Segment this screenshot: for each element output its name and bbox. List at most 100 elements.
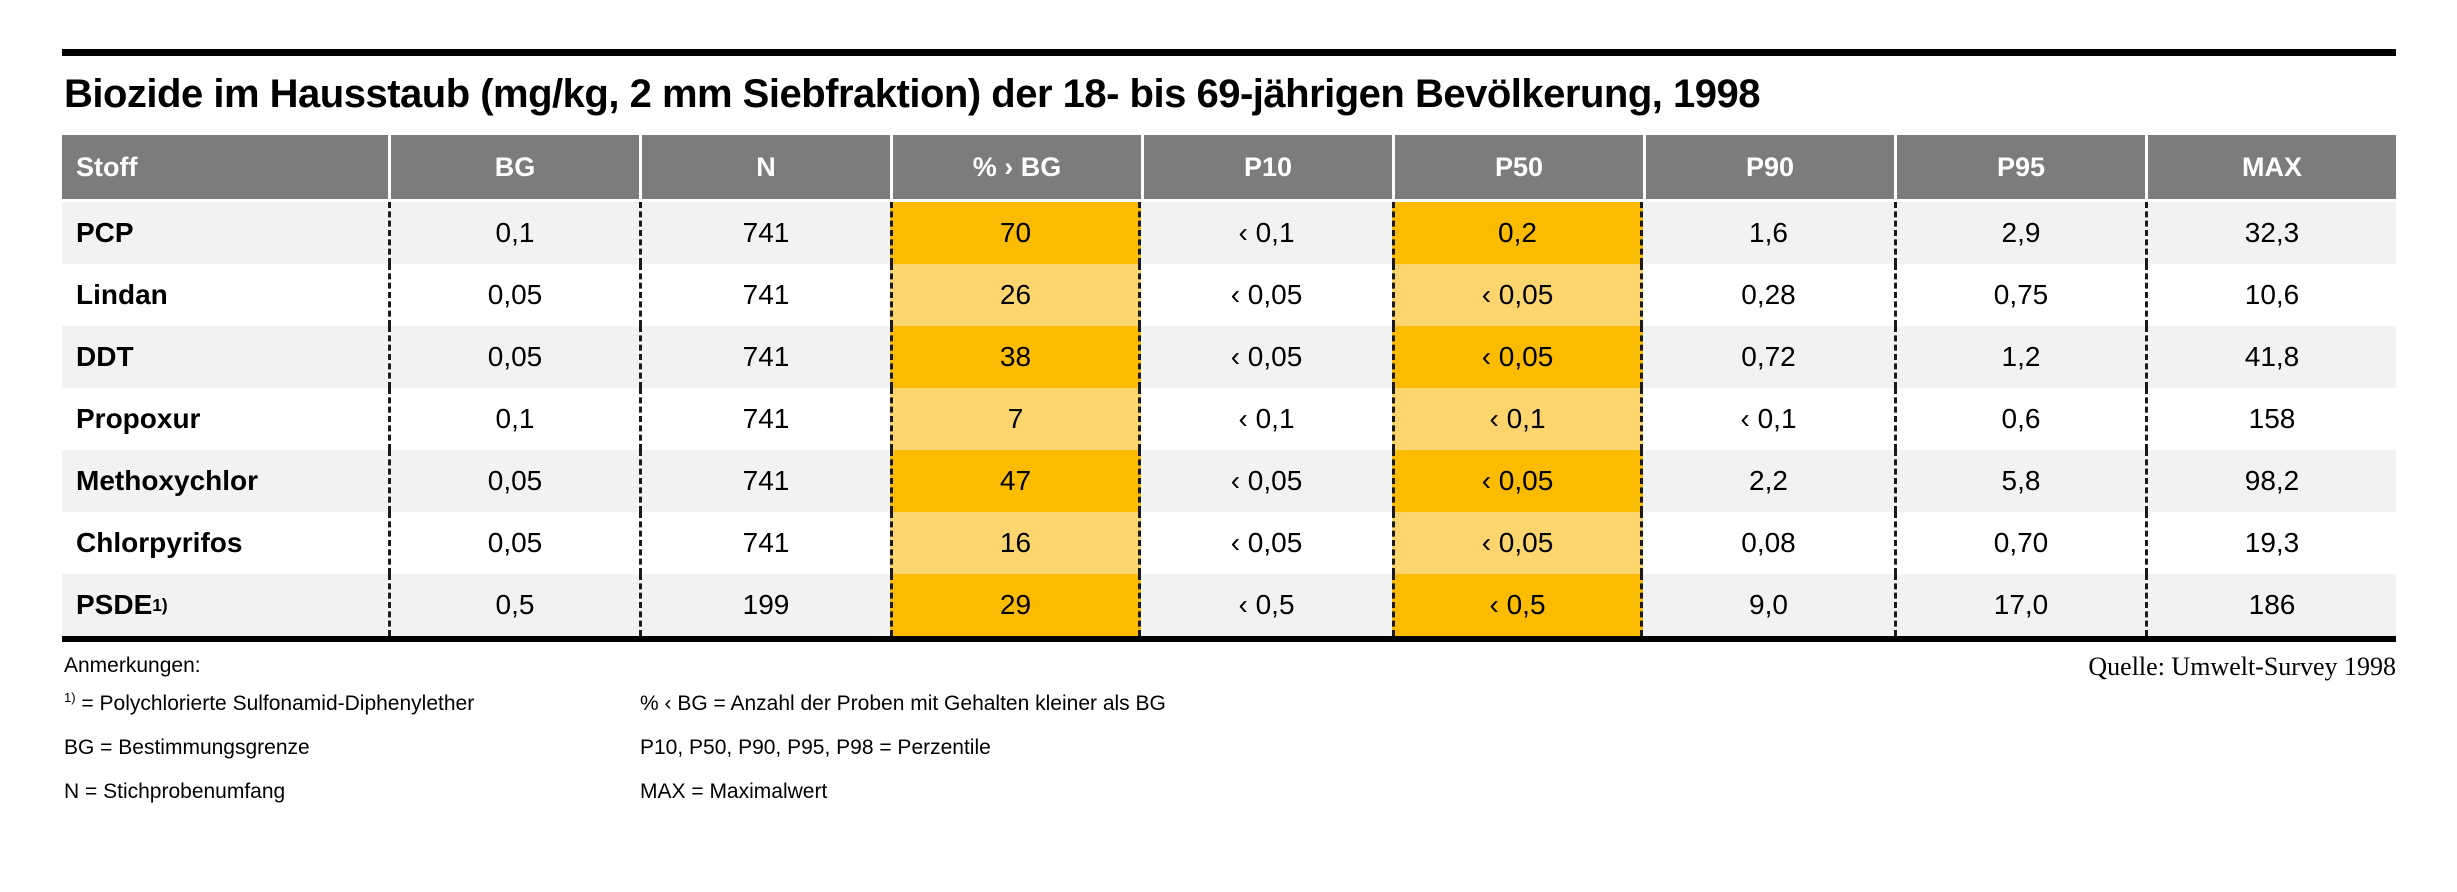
table-cell: 5,8: [1894, 450, 2145, 512]
row-label-pcp: PCP: [62, 202, 388, 264]
table-cell: 0,28: [1741, 279, 1796, 310]
table-cell: ‹ 0,05: [1230, 465, 1303, 496]
table-cell: 741: [639, 512, 890, 574]
table-cell: 0,72: [1741, 341, 1796, 372]
table-cell: 0,05: [388, 450, 639, 512]
column-header-stoff: Stoff: [62, 135, 388, 199]
table-cell-highlight: 47: [890, 450, 1141, 512]
table-cell-highlight: ‹ 0,05: [1392, 450, 1643, 512]
substance-name: Lindan: [76, 279, 168, 310]
table-cell: 10,6: [2145, 264, 2396, 326]
table-cell: ‹ 0,1: [1740, 403, 1797, 434]
substance-name: PCP: [76, 217, 134, 248]
row-label-psde: PSDE 1): [76, 589, 168, 620]
table-row-lindan: Lindan 0,05 741 26 ‹ 0,05 ‹ 0,05 0,28 0,…: [62, 264, 2396, 326]
table-cell: 0,1: [388, 388, 639, 450]
footnote-pct-bg: % ‹ BG = Anzahl der Proben mit Gehalten …: [640, 692, 1166, 715]
table-cell: 0,1: [388, 202, 639, 264]
table-cell: ‹ 0,05: [1230, 527, 1303, 558]
table-cell: 158: [2145, 388, 2396, 450]
table-row-psde: PSDE 1) 0,5 199 29 ‹ 0,5 ‹ 0,5 9,0 17,0 1…: [62, 574, 2396, 636]
table-cell-highlight: ‹ 0,05: [1392, 264, 1643, 326]
table-cell-highlight: 16: [890, 512, 1141, 574]
table-cell-highlight: ‹ 0,05: [1392, 512, 1643, 574]
table-cell: 741: [639, 264, 890, 326]
top-rule: [62, 49, 2396, 56]
column-header-p10: P10: [1141, 135, 1392, 199]
table-cell: ‹ 0,5: [1238, 589, 1295, 620]
table-cell-highlight: 26: [890, 264, 1141, 326]
table-cell: ‹ 0,05: [1230, 279, 1303, 310]
page-title: Biozide im Hausstaub (mg/kg, 2 mm Siebfr…: [64, 72, 1760, 116]
row-label-propoxur: Propoxur: [62, 388, 388, 450]
table-cell: 0,05: [388, 326, 639, 388]
footnote-percentiles: P10, P50, P90, P95, P98 = Perzentile: [640, 736, 991, 759]
table-cell: 0,5: [388, 574, 639, 636]
table-cell: 741: [639, 388, 890, 450]
table-cell: ‹ 0,1: [1238, 403, 1295, 434]
table-cell: 741: [639, 450, 890, 512]
footnote-bg: BG = Bestimmungsgrenze: [64, 736, 310, 759]
table-cell: 1,2: [1894, 326, 2145, 388]
table-cell-highlight: 70: [890, 202, 1141, 264]
column-header-n: N: [639, 135, 890, 199]
table-cell: 0,6: [1894, 388, 2145, 450]
footnotes-heading: Anmerkungen:: [64, 654, 201, 677]
table-cell: 0,05: [388, 512, 639, 574]
table-cell-highlight: 0,2: [1392, 202, 1643, 264]
row-label-lindan: Lindan: [62, 264, 388, 326]
table-cell: ‹ 0,1: [1238, 217, 1295, 248]
table-cell: 9,0: [1749, 589, 1788, 620]
table-cell: 741: [639, 326, 890, 388]
bottom-rule: [62, 636, 2396, 642]
column-header-p95: P95: [1894, 135, 2145, 199]
table-cell: ‹ 0,05: [1230, 341, 1303, 372]
table-cell-highlight: ‹ 0,05: [1392, 326, 1643, 388]
footnote-psde: 1) = Polychlorierte Sulfonamid-Diphenyle…: [64, 690, 475, 716]
table-cell: 186: [2145, 574, 2396, 636]
table-cell: 2,9: [1894, 202, 2145, 264]
table-cell: 98,2: [2145, 450, 2396, 512]
table-row-chlorpyrifos: Chlorpyrifos 0,05 741 16 ‹ 0,05 ‹ 0,05 0…: [62, 512, 2396, 574]
substance-name: Propoxur: [76, 403, 201, 434]
footnote-max: MAX = Maximalwert: [640, 780, 828, 803]
table-row-methoxychlor: Methoxychlor 0,05 741 47 ‹ 0,05 ‹ 0,05 2…: [62, 450, 2396, 512]
table-cell: 41,8: [2145, 326, 2396, 388]
column-header-max: MAX: [2145, 135, 2396, 199]
table-cell-highlight: ‹ 0,5: [1392, 574, 1643, 636]
table-cell-highlight: ‹ 0,1: [1392, 388, 1643, 450]
table-row-pcp: PCP 0,1 741 70 ‹ 0,1 0,2 1,6 2,9 32,3: [62, 202, 2396, 264]
row-label-methoxychlor: Methoxychlor: [62, 450, 388, 512]
column-header-p50: P50: [1392, 135, 1643, 199]
table-cell: 199: [639, 574, 890, 636]
table-cell: 741: [639, 202, 890, 264]
row-label-chlorpyrifos: Chlorpyrifos: [62, 512, 388, 574]
substance-name: Chlorpyrifos: [76, 527, 243, 558]
report-table-page: Biozide im Hausstaub (mg/kg, 2 mm Siebfr…: [62, 49, 2396, 837]
table-cell-highlight: 7: [890, 388, 1141, 450]
table-cell: 0,05: [388, 264, 639, 326]
row-label-ddt: DDT: [62, 326, 388, 388]
table-cell: 0,70: [1894, 512, 2145, 574]
footnotes-area: Anmerkungen: 1) = Polychlorierte Sulfona…: [62, 642, 2396, 837]
substance-name: PSDE: [76, 589, 153, 620]
footnote-text: = Polychlorierte Sulfonamid-Diphenylethe…: [75, 692, 475, 715]
table-cell-highlight: 29: [890, 574, 1141, 636]
table-cell: 19,3: [2145, 512, 2396, 574]
table-row-propoxur: Propoxur 0,1 741 7 ‹ 0,1 ‹ 0,1 ‹ 0,1 0,6…: [62, 388, 2396, 450]
table-cell: 1,6: [1749, 217, 1788, 248]
column-header-p90: P90: [1643, 135, 1894, 199]
substance-name: DDT: [76, 341, 134, 372]
table-cell: 2,2: [1749, 465, 1788, 496]
table-row-ddt: DDT 0,05 741 38 ‹ 0,05 ‹ 0,05 0,72 1,2 4…: [62, 326, 2396, 388]
table-cell: 0,08: [1741, 527, 1796, 558]
table-cell: 17,0: [1894, 574, 2145, 636]
column-header-pct-bg: % › BG: [890, 135, 1141, 199]
footnote-n: N = Stichprobenumfang: [64, 780, 286, 803]
table-cell: 0,75: [1894, 264, 2145, 326]
column-header-bg: BG: [388, 135, 639, 199]
footnote-marker: 1): [64, 690, 76, 705]
table-cell-highlight: 38: [890, 326, 1141, 388]
table-header-row: Stoff BG N % › BG P10 P50 P90 P95 MAX: [62, 135, 2396, 199]
substance-name: Methoxychlor: [76, 465, 259, 496]
